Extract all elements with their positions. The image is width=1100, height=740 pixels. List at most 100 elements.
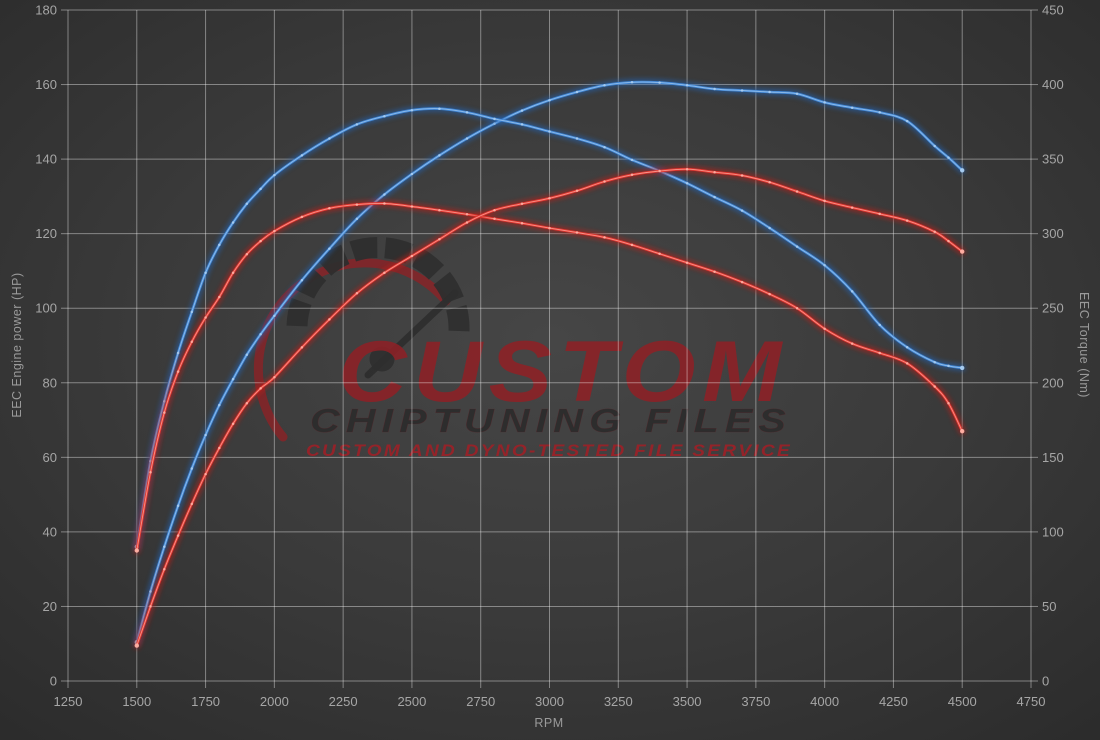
watermark: CUSTOM CHIPTUNING FILES CUSTOM AND DYNO-…	[253, 237, 792, 460]
data-point-marker	[218, 243, 221, 247]
data-point-marker	[163, 567, 166, 571]
data-point-marker	[658, 169, 661, 173]
x-tick-label: 2000	[260, 694, 289, 709]
data-point-marker	[383, 193, 386, 196]
data-point-marker	[823, 101, 826, 104]
data-point-marker	[960, 365, 965, 371]
data-point-marker	[245, 202, 249, 206]
data-point-marker	[823, 199, 826, 203]
data-point-marker	[245, 402, 249, 405]
data-point-marker	[947, 156, 950, 159]
curve-power-a-low	[133, 199, 966, 555]
data-point-marker	[740, 174, 744, 177]
right-axis-title: EEC Torque (Nm)	[1077, 292, 1091, 398]
x-tick-label: 3500	[673, 694, 702, 709]
data-point-marker	[795, 245, 799, 248]
data-point-marker	[493, 208, 496, 212]
y-left-tick-label: 40	[43, 524, 57, 539]
data-point-marker	[575, 90, 579, 94]
y-right-tick-label: 200	[1042, 375, 1064, 390]
data-point-marker	[603, 145, 606, 149]
y-left-tick-label: 160	[35, 77, 57, 92]
data-point-marker	[575, 231, 579, 234]
data-point-marker	[190, 502, 194, 506]
data-point-marker	[218, 295, 221, 299]
x-tick-label: 4250	[879, 694, 908, 709]
data-point-marker	[960, 429, 965, 434]
curve-torque-a-low	[133, 105, 966, 551]
data-point-marker	[410, 205, 414, 208]
data-point-marker	[245, 252, 249, 256]
x-tick-label: 2500	[397, 694, 426, 709]
data-point-marker	[273, 173, 276, 177]
data-point-marker	[768, 226, 771, 230]
data-point-marker	[850, 290, 854, 293]
data-point-marker	[273, 314, 276, 317]
y-right-tick-label: 150	[1042, 450, 1064, 465]
data-point-marker	[355, 292, 359, 295]
data-point-marker	[795, 92, 799, 96]
data-point-marker	[190, 467, 194, 470]
data-point-marker	[355, 123, 359, 126]
data-point-marker	[438, 208, 441, 212]
data-point-marker	[713, 270, 716, 273]
data-point-marker	[960, 249, 965, 254]
data-point-marker	[300, 346, 304, 349]
data-point-marker	[630, 81, 634, 84]
data-point-marker	[176, 504, 180, 508]
data-point-marker	[383, 202, 386, 205]
x-tick-label: 4000	[810, 694, 839, 709]
data-point-marker	[740, 280, 744, 284]
data-point-marker	[163, 411, 166, 414]
x-tick-label: 3000	[535, 694, 564, 709]
data-point-marker	[149, 605, 152, 608]
x-tick-label: 4750	[1017, 694, 1046, 709]
data-point-marker	[273, 375, 276, 379]
data-point-marker	[204, 433, 207, 437]
data-point-marker	[231, 221, 235, 224]
data-point-marker	[465, 221, 469, 224]
x-tick-label: 3750	[741, 694, 770, 709]
data-point-marker	[850, 206, 854, 209]
data-point-marker	[768, 292, 771, 296]
y-right-tick-label: 0	[1042, 674, 1049, 689]
axis-tick-marks	[61, 9, 1038, 688]
data-point-marker	[548, 226, 551, 230]
data-point-marker	[176, 370, 180, 373]
data-point-marker	[933, 230, 936, 234]
data-point-marker	[850, 106, 854, 109]
y-left-tick-label: 60	[43, 450, 57, 465]
data-point-marker	[328, 207, 331, 210]
data-point-marker	[410, 172, 414, 176]
data-point-marker	[905, 362, 909, 365]
x-tick-label: 2250	[329, 694, 358, 709]
y-left-tick-label: 180	[35, 3, 57, 18]
data-point-marker	[465, 137, 469, 140]
data-point-marker	[575, 189, 579, 193]
data-point-marker	[933, 144, 936, 148]
data-point-marker	[245, 353, 249, 356]
y-right-tick-label: 450	[1042, 3, 1064, 18]
data-point-marker	[905, 346, 909, 349]
data-point-marker	[273, 229, 276, 233]
data-point-marker	[548, 130, 551, 133]
watermark-subbrand: CHIPTUNING FILES	[310, 402, 792, 439]
data-point-marker	[575, 137, 579, 140]
watermark-tagline: CUSTOM AND DYNO-TESTED FILE SERVICE	[306, 442, 792, 460]
y-left-tick-label: 80	[43, 375, 57, 390]
data-point-marker	[823, 264, 826, 267]
data-point-marker	[438, 107, 441, 110]
y-left-tick-label: 20	[43, 599, 57, 614]
data-point-marker	[231, 377, 235, 381]
left-axis-title: EEC Engine power (HP)	[10, 272, 24, 417]
data-point-marker	[300, 278, 304, 282]
data-point-marker	[204, 271, 207, 274]
data-point-marker	[149, 590, 152, 593]
data-point-marker	[300, 154, 304, 157]
curve-power-b-high	[133, 165, 966, 650]
data-point-marker	[740, 89, 744, 92]
data-point-marker	[259, 387, 262, 390]
data-point-marker	[465, 111, 469, 114]
